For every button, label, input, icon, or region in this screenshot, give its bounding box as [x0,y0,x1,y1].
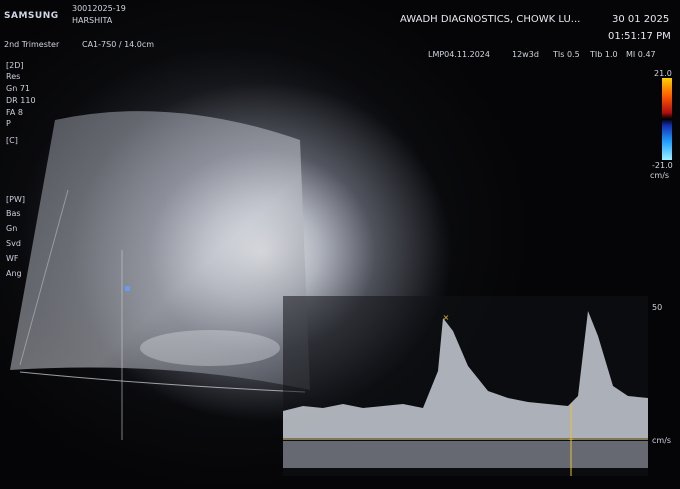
doppler-scale-unit: cm/s [652,436,672,445]
gestational-age: 12w3d [512,50,539,59]
echogenic-region [140,330,280,366]
sector-arc [19,371,306,393]
p-label: P [6,119,11,128]
caliper-marker-icon: + [567,435,575,445]
exam-date: 30 01 2025 [612,14,670,25]
gain-label: Gn 71 [6,84,30,93]
color-velocity-scale [662,78,672,160]
mode-2d-label: [2D] [6,61,24,70]
mode-pw-label: [PW] [6,195,25,204]
lmp-value: LMP04.11.2024 [428,50,490,59]
mi-value: MI 0.47 [626,50,656,59]
sector-fan [10,111,310,391]
pw-line-3: Svd [6,239,21,248]
study-id: 30012025-19 [72,4,126,13]
pw-line-5: Ang [6,269,22,278]
pw-line-4: WF [6,254,19,263]
color-scale-top: 21.0 [654,69,672,78]
doppler-scale-mark: 50 [652,303,663,312]
clinic-name: AWADH DIAGNOSTICS, CHOWK LU... [400,14,581,25]
brand-logo: SAMSUNG [4,11,59,21]
dr-label: DR 110 [6,96,36,105]
doppler-waveform [283,311,648,438]
doppler-reverse-band [283,441,648,468]
exam-time: 01:51:17 PM [608,31,671,42]
mode-color-label: [C] [6,136,18,145]
sample-gate-marker [125,286,130,291]
tis-value: TIs 0.5 [553,50,580,59]
probe-info: CA1-7S0 / 14.0cm [82,40,155,49]
peak-marker-icon: × [443,313,450,322]
exam-preset: 2nd Trimester [4,40,60,49]
tib-value: TIb 1.0 [590,50,618,59]
sector-edge-line [19,189,69,366]
patient-name: HARSHITA [72,16,113,25]
color-scale-bottom: -21.0 [652,161,673,170]
color-scale-unit: cm/s [650,171,670,180]
res-label: Res [6,72,21,81]
pw-line-2: Gn [6,224,18,233]
fa-label: FA 8 [6,108,23,117]
doppler-spectrum-panel: + × [283,296,648,476]
pw-line-1: Bas [6,209,21,218]
